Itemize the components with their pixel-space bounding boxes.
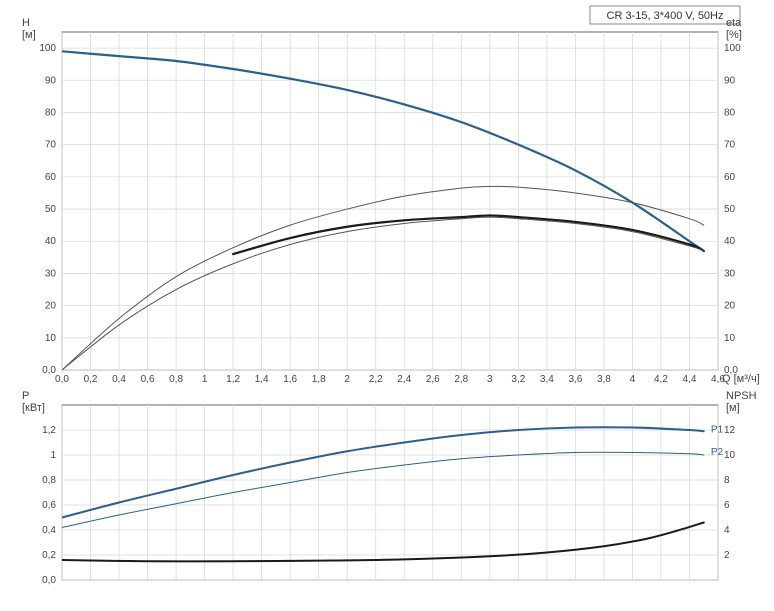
y-left-tick: 50: [45, 204, 57, 215]
y-right-label: NPSH: [726, 390, 757, 402]
y-left-tick: 1,2: [42, 425, 56, 436]
y-left-tick: 0,4: [42, 525, 56, 536]
x-tick: 3,2: [511, 374, 525, 385]
series-label-p1: P1: [711, 425, 724, 436]
x-tick: 2,8: [454, 374, 468, 385]
y-left-label: H: [22, 17, 30, 29]
x-tick: 3: [487, 374, 493, 385]
y-left-tick: 0,0: [42, 365, 56, 376]
x-tick: 3,6: [568, 374, 582, 385]
x-tick: 0,6: [141, 374, 155, 385]
y-left-tick: 70: [45, 140, 57, 151]
x-tick: 1,8: [312, 374, 326, 385]
x-tick: 4,2: [654, 374, 668, 385]
y-left-tick: 100: [39, 43, 56, 54]
y-left-tick: 1: [50, 450, 56, 461]
y-left-label: [м]: [22, 29, 36, 41]
y-right-label: [м]: [726, 402, 740, 414]
series-p1: [62, 427, 704, 517]
y-left-label: P: [22, 390, 29, 402]
y-right-tick: 90: [724, 75, 736, 86]
y-left-tick: 0,8: [42, 475, 56, 486]
y-right-tick: 4: [724, 525, 730, 536]
y-left-label: [кВт]: [22, 402, 45, 414]
y-right-tick: 30: [724, 268, 736, 279]
pump-curve-figure: CR 3-15, 3*400 V, 50Hz 0,0 0,2 0,4 0,6 0,8 1 1,…: [0, 0, 774, 611]
x-tick: 2: [344, 374, 350, 385]
series-eta_thin2: [62, 217, 704, 370]
x-tick: 2,4: [397, 374, 411, 385]
x-tick: 0,2: [84, 374, 98, 385]
y-right-tick: 2: [724, 550, 730, 561]
y-right-tick: 8: [724, 475, 730, 486]
x-axis-label: Q [м³/ч]: [722, 373, 760, 385]
y-left-tick: 0,2: [42, 550, 56, 561]
y-right-tick: 12: [724, 425, 736, 436]
x-tick: 0,8: [169, 374, 183, 385]
x-tick: 4,4: [683, 374, 697, 385]
y-left-tick: 0,6: [42, 500, 56, 511]
y-left-tick: 40: [45, 236, 57, 247]
y-right-tick: 10: [724, 450, 736, 461]
x-tick: 0,0: [55, 374, 69, 385]
x-tick: 2,6: [426, 374, 440, 385]
y-right-tick: 70: [724, 140, 736, 151]
x-tick: 1: [202, 374, 208, 385]
y-right-tick: 80: [724, 107, 736, 118]
series-p2: [62, 452, 704, 527]
y-left-tick: 60: [45, 172, 57, 183]
y-right-tick: 50: [724, 204, 736, 215]
title-text: CR 3-15, 3*400 V, 50Hz: [607, 10, 724, 22]
y-left-tick: 90: [45, 75, 57, 86]
series-head: [62, 51, 704, 251]
y-left-tick: 0,0: [42, 575, 56, 586]
y-right-tick: 10: [724, 333, 736, 344]
y-right-tick: 100: [724, 43, 741, 54]
x-tick: 1,4: [255, 374, 269, 385]
x-tick: 0,4: [112, 374, 126, 385]
x-tick: 1,6: [283, 374, 297, 385]
x-tick: 1,2: [226, 374, 240, 385]
y-right-tick: 20: [724, 301, 736, 312]
y-right-tick: 40: [724, 236, 736, 247]
x-tick: 3,8: [597, 374, 611, 385]
x-tick: 2,2: [369, 374, 383, 385]
y-left-tick: 10: [45, 333, 57, 344]
series-npsh: [62, 523, 704, 562]
y-left-tick: 20: [45, 301, 57, 312]
series-eta_thin: [62, 186, 704, 370]
x-tick: 3,4: [540, 374, 554, 385]
chart-svg: CR 3-15, 3*400 V, 50Hz 0,0 0,2 0,4 0,6 0,8 1 1,…: [0, 0, 774, 611]
series-label-p2: P2: [711, 447, 724, 458]
y-right-label: eta: [726, 17, 742, 29]
y-left-tick: 30: [45, 268, 57, 279]
y-left-tick: 80: [45, 107, 57, 118]
y-right-tick: 60: [724, 172, 736, 183]
y-right-tick: 6: [724, 500, 730, 511]
x-tick: 4: [630, 374, 636, 385]
y-right-label: [%]: [726, 29, 742, 41]
